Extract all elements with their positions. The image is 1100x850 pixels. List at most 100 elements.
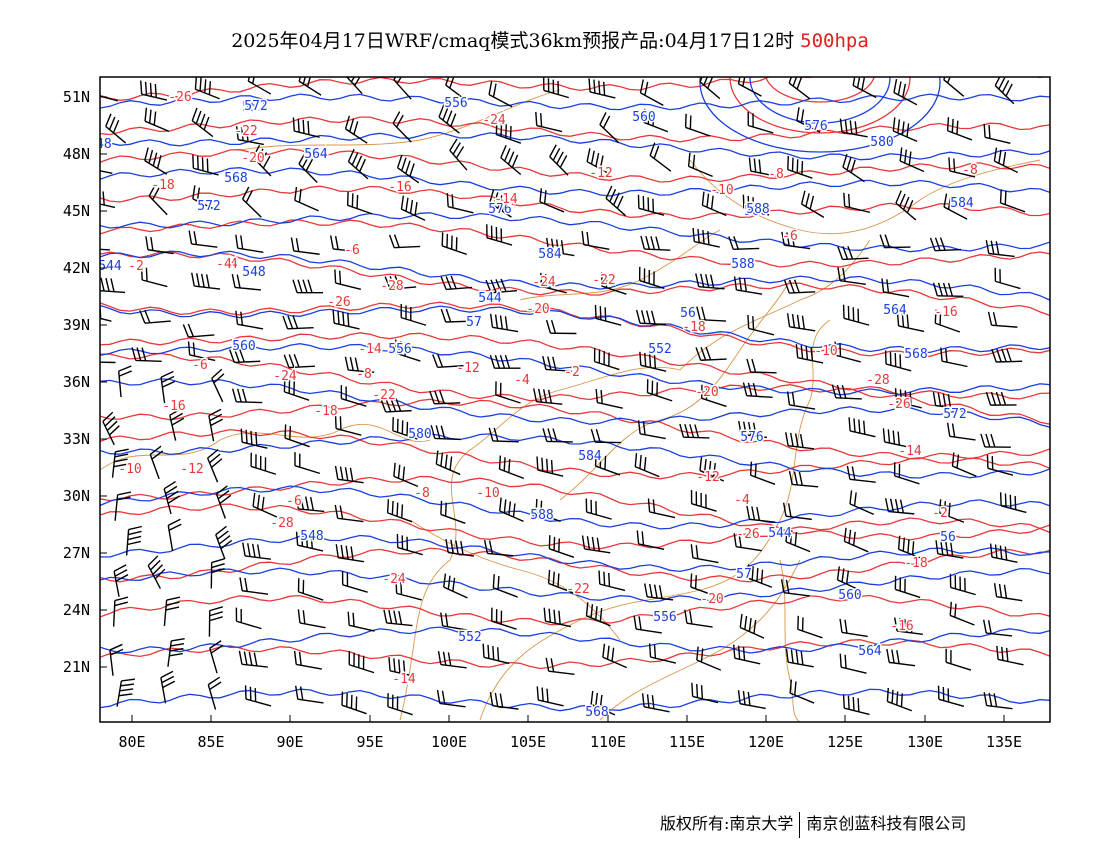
barb-feather [447,575,451,590]
barb-shaft [241,663,268,668]
barb-feather [161,675,175,684]
barb-feather [342,311,345,326]
temperature-label: -12 [456,361,479,376]
wind-barb [210,558,225,589]
geopotential-isoline [100,688,1050,712]
barb-feather [706,193,710,208]
barb-shaft [215,493,227,519]
y-tick-label: 48N [63,145,90,163]
geopotential-label: 552 [242,100,265,115]
wind-barb [334,269,362,291]
temperature-label: -6 [344,243,360,258]
barb-feather [547,389,553,404]
barb-feather [294,452,296,466]
barb-feather [488,427,494,442]
barb-shaft [439,702,466,708]
barb-feather [648,269,651,284]
geopotential-label: 580 [408,427,431,442]
barb-shaft [335,427,362,436]
barb-feather [986,454,989,469]
geopotential-label: 584 [578,449,602,464]
barb-feather [546,688,549,703]
temperature-label: -6 [782,229,798,244]
barb-feather [990,433,996,448]
temperature-isoline [100,185,1050,220]
barb-feather [906,314,910,329]
barb-shaft [488,94,513,108]
barb-shaft [245,698,272,707]
barb-feather [401,535,404,549]
barb-feather [351,193,354,208]
barb-feather [240,428,243,443]
barb-shaft [750,474,776,485]
wind-barb [742,382,773,399]
barb-feather [884,350,887,365]
barb-feather [602,115,611,129]
barb-feather [499,497,502,512]
wind-barb [637,420,666,440]
barb-feather [391,500,394,515]
wind-barb [435,450,461,476]
barb-shaft [640,433,666,440]
barb-shaft [997,658,1024,666]
wind-barb [594,304,622,326]
y-tick-label: 27N [63,544,90,562]
barb-feather [642,108,646,123]
barb-feather [653,145,660,159]
barb-feather [507,151,515,165]
barb-feather [127,535,142,541]
barb-feather [493,427,499,442]
barb-feather [210,644,223,654]
barb-feather [444,454,448,469]
wind-barb [839,618,868,638]
barb-feather [690,490,693,504]
barb-feather [953,158,956,173]
barb-feather [339,270,342,285]
wind-barb [635,309,667,326]
geopotential-label: 588 [530,508,553,523]
wind-barb [533,388,563,405]
barb-feather [350,694,353,709]
barb-feather [252,492,256,507]
barb-feather [394,339,397,354]
geopotential-label: 57 [736,567,752,582]
barb-feather [760,569,764,584]
barb-feather [144,107,148,122]
wind-barb [634,453,660,478]
wind-barb [440,500,466,524]
barb-feather [160,370,174,378]
barb-feather [440,612,444,627]
wind-barb [679,423,710,439]
barb-feather [495,227,498,241]
wind-barb [244,685,272,707]
barb-feather [121,678,135,682]
barb-feather [989,543,993,558]
barb-feather [387,693,389,707]
barb-feather [655,236,661,250]
barb-feather [1003,584,1008,599]
barb-feather [398,659,401,674]
barb-feather [455,146,465,159]
barb-feather [842,267,846,282]
barb-feather [785,579,790,594]
barb-feather [590,150,595,165]
barb-feather [152,152,158,167]
temperature-isoline [100,428,1050,480]
barb-feather [245,127,249,142]
barb-feather [899,354,902,368]
barb-feather [896,312,900,327]
barb-feather [1009,494,1012,509]
geopotential-label: 548 [300,529,323,544]
barb-feather [863,420,866,435]
barb-feather [993,583,998,597]
barb-feather [302,579,305,594]
barb-feather [599,112,607,125]
barb-feather [209,640,222,649]
barb-feather [780,579,785,593]
barb-feather [153,111,157,126]
barb-feather [893,79,898,93]
wind-barb [642,108,669,133]
wind-barb [495,121,522,144]
barb-feather [959,576,961,591]
barb-feather [690,573,693,588]
